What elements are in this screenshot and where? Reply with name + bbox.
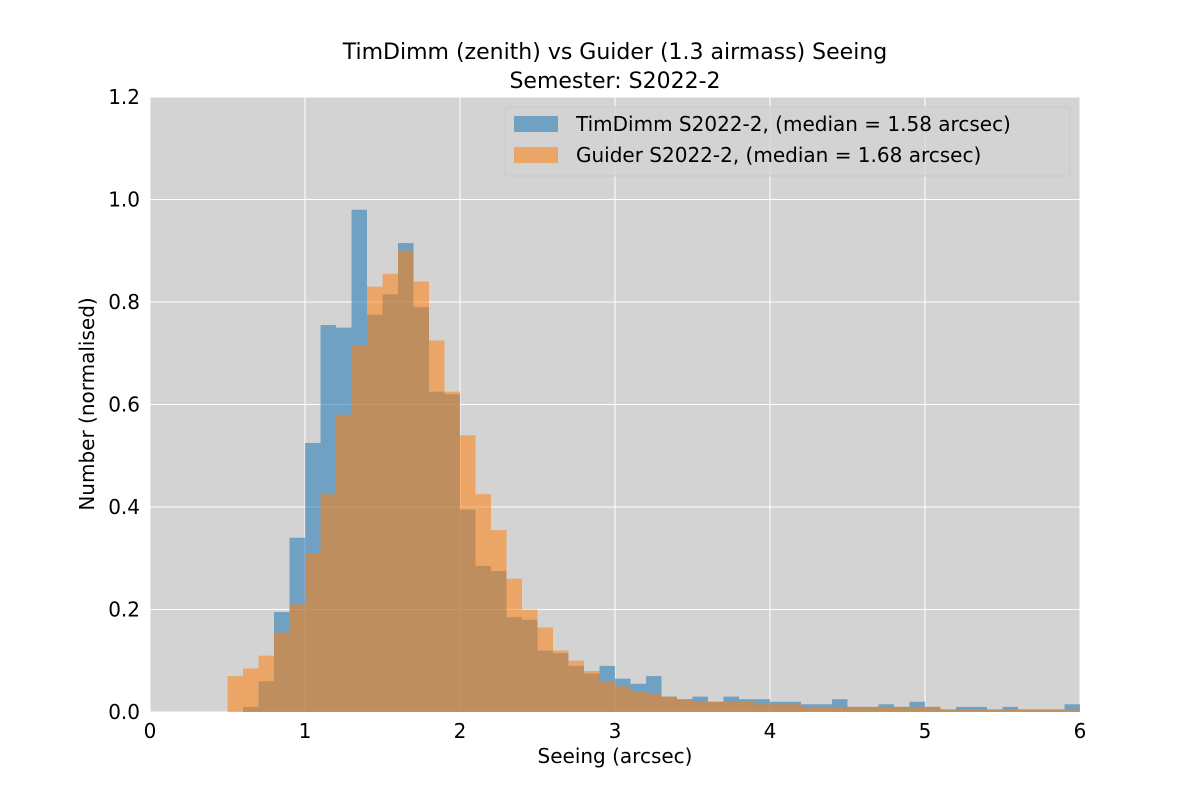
histogram-bar xyxy=(971,709,987,712)
histogram-bar xyxy=(336,414,352,712)
chart-title: TimDimm (zenith) vs Guider (1.3 airmass)… xyxy=(342,40,887,65)
x-axis-ticks: 0 1 2 3 4 5 6 xyxy=(144,719,1087,743)
histogram-bar xyxy=(863,706,879,712)
y-tick-label: 1.0 xyxy=(108,188,140,212)
histogram-bar xyxy=(289,604,305,712)
x-tick-label: 0 xyxy=(144,719,157,743)
histogram-bar xyxy=(832,706,848,712)
histogram-bar xyxy=(878,706,894,712)
histogram-bar xyxy=(274,632,290,712)
histogram-bar xyxy=(584,671,600,712)
histogram-bar xyxy=(243,668,259,712)
histogram-bar xyxy=(646,694,662,712)
x-tick-label: 4 xyxy=(764,719,777,743)
histogram-bar xyxy=(925,706,941,712)
x-tick-label: 5 xyxy=(919,719,932,743)
histogram-bar xyxy=(909,706,925,712)
histogram-bars xyxy=(227,209,1080,712)
histogram-bar xyxy=(522,609,538,712)
histogram-bar xyxy=(708,701,724,712)
histogram-bar xyxy=(258,655,274,712)
y-axis-label: Number (normalised) xyxy=(75,297,99,510)
histogram-bar xyxy=(770,704,786,712)
x-tick-label: 3 xyxy=(609,719,622,743)
histogram-bar xyxy=(661,696,677,712)
histogram-bar xyxy=(1033,709,1049,712)
y-axis-ticks: 0.0 0.2 0.4 0.6 0.8 1.0 1.2 xyxy=(108,85,140,724)
histogram-bar xyxy=(1018,709,1034,712)
legend-box xyxy=(504,106,1071,177)
histogram-bar xyxy=(1064,709,1080,712)
histogram-bar xyxy=(320,494,336,712)
histogram-bar xyxy=(305,553,321,712)
histogram-bar xyxy=(816,706,832,712)
legend-label-guider: Guider S2022-2, (median = 1.68 arcsec) xyxy=(576,143,981,167)
series-1 xyxy=(227,250,1080,712)
histogram-bar xyxy=(537,627,553,712)
histogram-bar xyxy=(801,706,817,712)
histogram-bar xyxy=(444,391,460,712)
histogram-bar xyxy=(553,650,569,712)
histogram-bar xyxy=(491,530,507,712)
y-tick-label: 0.2 xyxy=(108,598,140,622)
histogram-bar xyxy=(739,701,755,712)
histogram-bar xyxy=(894,706,910,712)
histogram-bar xyxy=(367,286,383,712)
y-tick-label: 0.8 xyxy=(108,290,140,314)
histogram-bar xyxy=(692,701,708,712)
histogram-bar xyxy=(413,281,429,712)
histogram-bar xyxy=(227,676,243,712)
histogram-bar xyxy=(785,704,801,712)
y-tick-label: 0.4 xyxy=(108,495,140,519)
x-tick-label: 6 xyxy=(1074,719,1087,743)
x-axis-label: Seeing (arcsec) xyxy=(538,744,693,768)
chart-subtitle: Semester: S2022-2 xyxy=(509,69,720,94)
histogram-bar xyxy=(398,250,414,712)
histogram-bar xyxy=(1002,709,1018,712)
histogram-bar xyxy=(677,699,693,712)
y-tick-label: 1.2 xyxy=(108,85,140,109)
histogram-bar xyxy=(940,709,956,712)
histogram-bar xyxy=(754,704,770,712)
histogram-bar xyxy=(568,660,584,712)
legend-label-timdimm: TimDimm S2022-2, (median = 1.58 arcsec) xyxy=(575,112,1011,136)
histogram-bar xyxy=(1064,704,1080,712)
histogram-bar xyxy=(475,494,491,712)
legend: TimDimm S2022-2, (median = 1.58 arcsec) … xyxy=(504,106,1071,177)
y-tick-label: 0.6 xyxy=(108,393,140,417)
y-tick-label: 0.0 xyxy=(108,700,140,724)
histogram-bar xyxy=(956,709,972,712)
histogram-bar xyxy=(460,435,476,712)
histogram-bar xyxy=(630,691,646,712)
histogram-bar xyxy=(599,681,615,712)
histogram-bar xyxy=(847,706,863,712)
x-tick-label: 1 xyxy=(299,719,312,743)
histogram-bar xyxy=(987,709,1003,712)
legend-swatch-timdimm xyxy=(514,116,558,132)
x-tick-label: 2 xyxy=(454,719,467,743)
histogram-bar xyxy=(1049,709,1065,712)
histogram-bar xyxy=(723,701,739,712)
histogram-bar xyxy=(382,273,398,712)
legend-swatch-guider xyxy=(514,147,558,163)
histogram-bar xyxy=(351,345,367,712)
histogram-bar xyxy=(506,578,522,712)
histogram-bar xyxy=(429,340,445,712)
histogram-bar xyxy=(615,686,631,712)
